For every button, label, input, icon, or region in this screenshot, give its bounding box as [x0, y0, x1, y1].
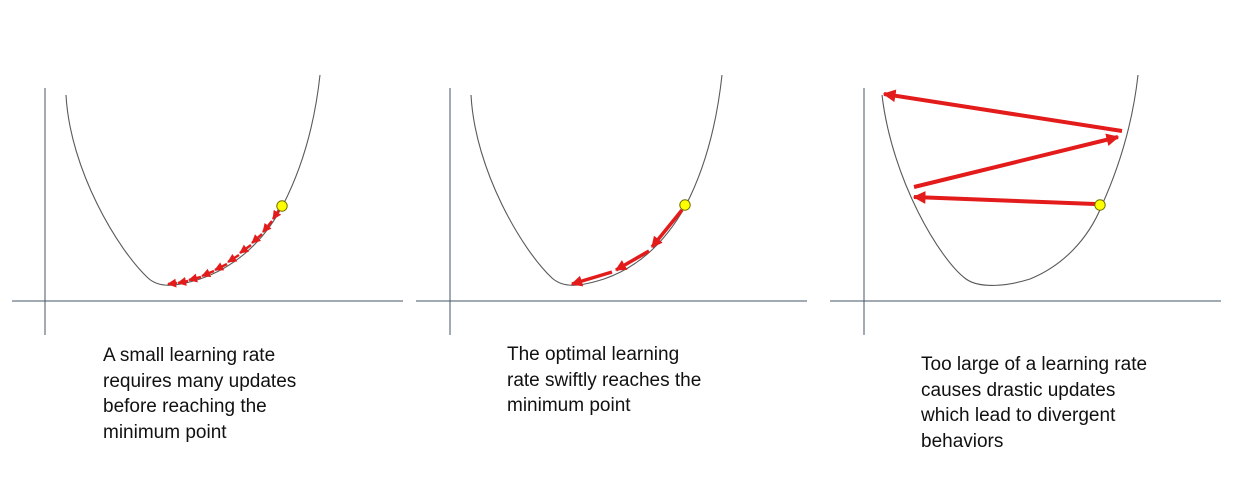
update-arrow [201, 268, 215, 278]
caption-line: Too large of a learning rate [921, 354, 1148, 375]
caption-line: minimum point [103, 421, 227, 443]
update-arrow [262, 220, 273, 233]
update-arrows [167, 206, 283, 288]
start-point-icon [679, 199, 691, 211]
caption-line: The optimal learning [507, 344, 680, 365]
caption-optimal-learning-rate: The optimal learning rate swiftly reache… [507, 342, 701, 419]
caption-line: requires many updates [103, 370, 297, 392]
update-arrow [177, 276, 189, 286]
update-arrow [882, 89, 1123, 133]
caption-small-learning-rate: A small learning rate requires many upda… [103, 343, 296, 445]
update-arrow [239, 243, 252, 255]
panel-small-learning-rate [12, 74, 403, 335]
update-arrow [912, 191, 1096, 206]
start-point-icon [1094, 199, 1106, 211]
caption-line: before reaching the [103, 396, 267, 417]
update-arrow [227, 253, 240, 264]
update-arrow [251, 233, 263, 244]
caption-line: which lead to divergent [921, 405, 1116, 426]
caption-large-learning-rate: Too large of a learning rate causes dras… [921, 352, 1147, 454]
update-arrow [615, 249, 650, 272]
loss-curve [470, 74, 723, 286]
start-point-icon [276, 200, 288, 212]
caption-line: A small learning rate [103, 345, 276, 366]
update-arrow [570, 270, 613, 287]
loss-curve [65, 74, 321, 286]
update-arrow [913, 133, 1120, 189]
update-arrow [650, 208, 684, 249]
loss-curve [881, 74, 1139, 286]
update-arrows [882, 89, 1123, 206]
update-arrow [188, 273, 202, 283]
update-arrow [167, 278, 178, 288]
caption-line: minimum point [507, 395, 631, 416]
caption-line: causes drastic updates [921, 379, 1116, 401]
panel-optimal-learning-rate [416, 74, 807, 335]
update-arrow [214, 262, 228, 272]
caption-line: behaviors [921, 430, 1004, 452]
update-arrows [570, 208, 684, 287]
caption-line: rate swiftly reaches the [507, 369, 702, 391]
panel-large-learning-rate [830, 74, 1221, 335]
